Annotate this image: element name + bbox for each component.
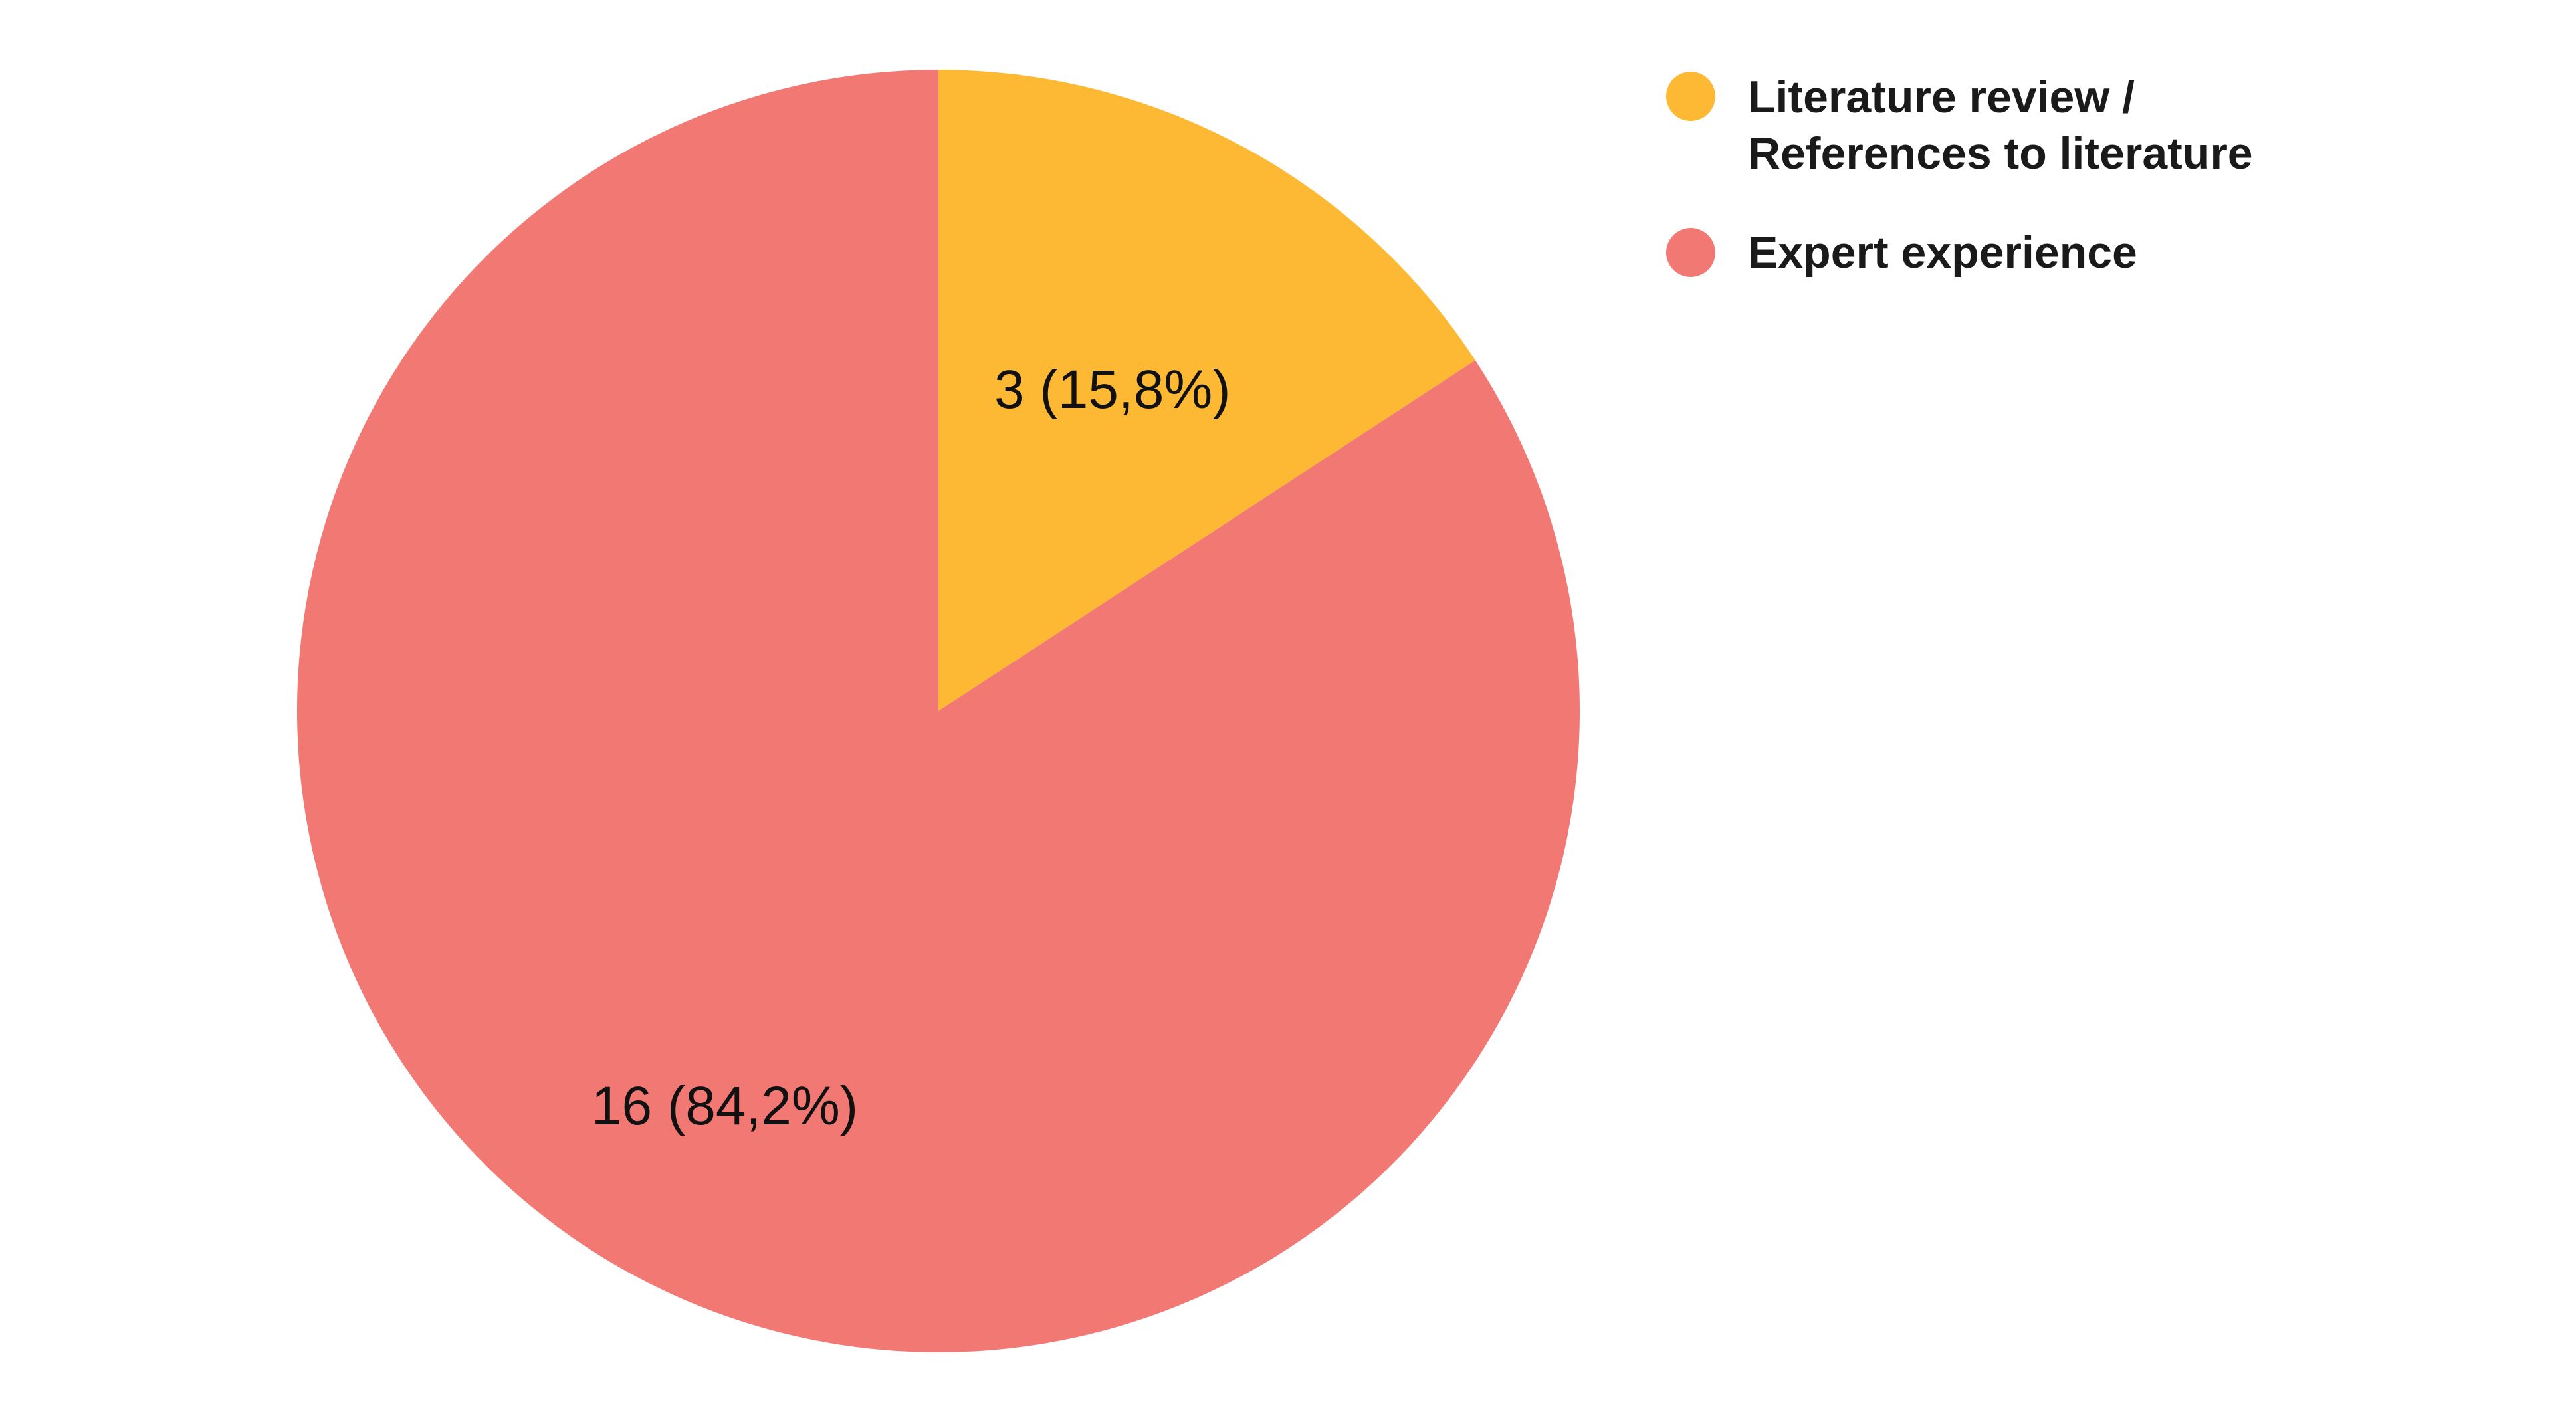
legend-label-literature-line2: References to literature <box>1748 128 2253 179</box>
legend: Literature review / References to litera… <box>1666 72 2253 278</box>
pie-slice-labels: 3 (15,8%) 16 (84,2%) <box>591 359 1231 1136</box>
pie-slices <box>297 70 1580 1352</box>
slice-expert-experience <box>297 70 1580 1352</box>
legend-label-literature-line1: Literature review / <box>1748 72 2135 122</box>
legend-swatch-literature <box>1666 72 1715 121</box>
legend-label-expert: Expert experience <box>1748 227 2137 278</box>
slice-literature-review <box>938 70 1475 711</box>
slice-label-literature-review: 3 (15,8%) <box>994 359 1231 420</box>
legend-swatch-expert <box>1666 228 1715 277</box>
slice-label-expert-experience: 16 (84,2%) <box>591 1076 858 1136</box>
